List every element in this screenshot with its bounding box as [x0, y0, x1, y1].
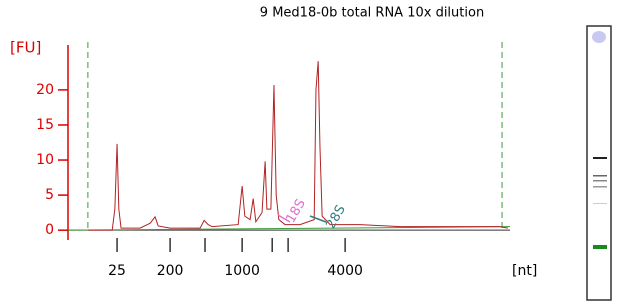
x-tick-label: 4000 [327, 263, 363, 279]
y-tick-label: 5 [45, 187, 54, 203]
x-tick-label: 1000 [224, 263, 260, 279]
x-tick-label: 200 [157, 263, 184, 279]
y-axis-label: [FU] [10, 39, 41, 57]
y-tick-label: 10 [36, 152, 54, 168]
annotation-18s: 18S [284, 197, 309, 226]
y-tick-label: 15 [36, 117, 54, 133]
gel-marker [592, 31, 606, 43]
y-tick-label: 20 [36, 82, 54, 98]
gel-band [593, 180, 607, 182]
x-axis-label: [nt] [512, 263, 537, 279]
gel-band [593, 203, 607, 204]
gel-band [593, 186, 607, 188]
annotation-28s: 28S [324, 203, 349, 232]
x-tick-label: 25 [108, 263, 126, 279]
gel-lane [587, 26, 611, 300]
chart-title: 9 Med18-0b total RNA 10x dilution [260, 6, 484, 21]
electropherogram: 9 Med18-0b total RNA 10x dilution [FU] [… [0, 0, 621, 305]
annotation-tick [310, 216, 326, 222]
y-tick-label: 0 [45, 222, 54, 238]
gel-band [593, 175, 607, 177]
gel-band [593, 245, 607, 249]
gel-band [593, 157, 607, 159]
gel-frame [587, 26, 611, 300]
